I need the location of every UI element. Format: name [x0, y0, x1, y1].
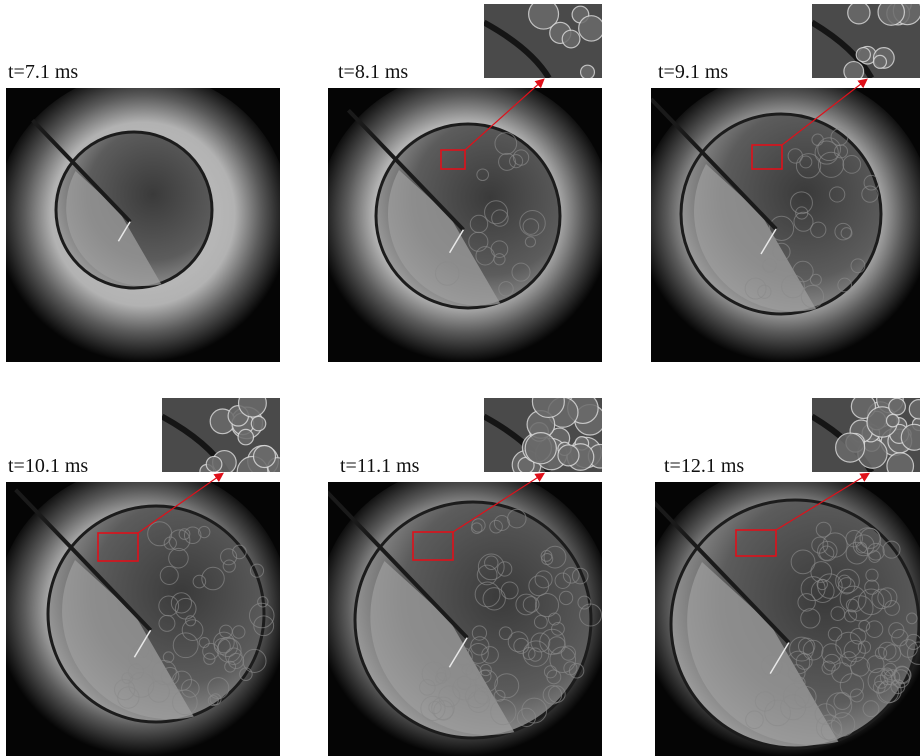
- zoom-inset-5: [484, 398, 602, 472]
- zoom-inset-6: [812, 398, 920, 472]
- zoom-inset-4: [162, 398, 280, 472]
- time-label-6: t=12.1 ms: [664, 455, 745, 477]
- image-frame-4: [6, 482, 280, 756]
- image-frame-1: [6, 88, 280, 362]
- time-label-4: t=10.1 ms: [8, 455, 89, 477]
- image-frame-2: [328, 88, 602, 362]
- image-frame-3: [651, 88, 920, 362]
- zoom-inset-2: [484, 4, 602, 78]
- time-label-1: t=7.1 ms: [8, 61, 79, 83]
- image-frame-5: [328, 482, 602, 756]
- time-label-3: t=9.1 ms: [658, 61, 729, 83]
- time-label-2: t=8.1 ms: [338, 61, 409, 83]
- zoom-inset-3: [812, 4, 920, 78]
- image-frame-6: [655, 482, 920, 756]
- time-label-5: t=11.1 ms: [340, 455, 420, 477]
